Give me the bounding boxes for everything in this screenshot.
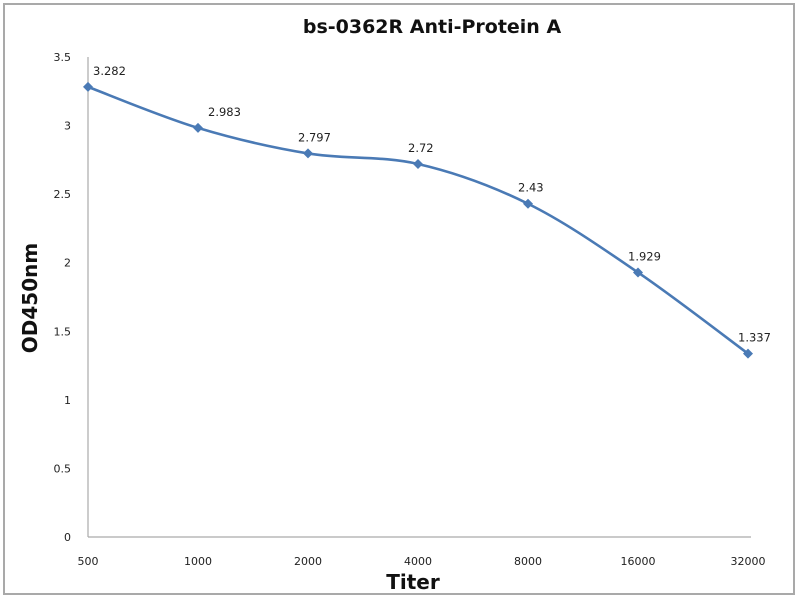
data-label: 2.797 — [298, 130, 331, 144]
x-tick-label: 16000 — [621, 555, 656, 568]
y-tick-label: 0.5 — [54, 462, 72, 475]
data-point-marker — [743, 348, 753, 359]
y-tick-label: 2.5 — [54, 188, 72, 201]
data-label: 1.337 — [738, 331, 771, 345]
data-label: 2.72 — [408, 141, 434, 155]
x-tick-label: 8000 — [514, 555, 542, 568]
data-point-marker — [633, 267, 643, 278]
chart-title: bs-0362R Anti-Protein A — [303, 16, 562, 38]
y-tick-label: 2 — [64, 257, 71, 270]
x-tick-label: 500 — [78, 555, 99, 568]
data-point-marker — [413, 158, 423, 169]
y-tick-label: 0 — [64, 531, 71, 544]
series-line — [87, 85, 749, 355]
y-tick-label: 3.5 — [54, 51, 72, 64]
chart-frame — [3, 3, 795, 595]
x-tick-label: 1000 — [184, 555, 212, 568]
y-tick-label: 1.5 — [54, 325, 72, 338]
data-point-marker — [193, 122, 203, 133]
y-axis-label: OD450nm — [18, 243, 42, 353]
data-label: 3.282 — [93, 64, 126, 78]
x-tick-label: 32000 — [731, 555, 766, 568]
data-label: 2.983 — [208, 105, 241, 119]
data-point-marker — [303, 148, 313, 159]
y-tick-label: 3 — [64, 120, 71, 133]
data-point-marker — [83, 81, 93, 92]
data-label: 2.43 — [518, 181, 544, 195]
data-point-marker — [523, 198, 533, 209]
x-axis-label: Titer — [386, 570, 440, 594]
y-tick-label: 1 — [64, 394, 71, 407]
x-tick-label: 4000 — [404, 555, 432, 568]
x-tick-label: 2000 — [294, 555, 322, 568]
data-label: 1.929 — [628, 249, 661, 263]
